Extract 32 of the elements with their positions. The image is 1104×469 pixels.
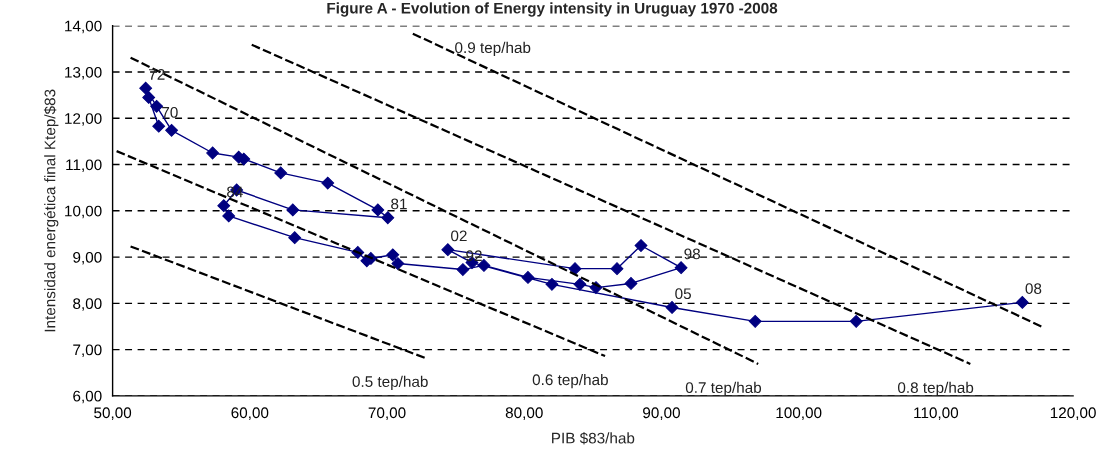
x-tick-label: 90,00 bbox=[643, 407, 680, 420]
chart-title: Figure A - Evolution of Energy intensity in Uruguay 1970 -2008 bbox=[327, 2, 778, 17]
y-axis-title: Intensidad energética final Ktep/$83 bbox=[43, 89, 59, 332]
annotation: 08 bbox=[1025, 283, 1042, 294]
y-tick-label: 7,00 bbox=[73, 344, 102, 358]
y-tick-label: 6,00 bbox=[73, 390, 102, 404]
series-label: 0.8 tep/hab bbox=[897, 381, 974, 397]
y-tick-label: 8,00 bbox=[73, 298, 102, 311]
x-tick-label: 50,00 bbox=[94, 407, 132, 420]
annotation: 98 bbox=[684, 248, 701, 260]
y-tick-label: 9,00 bbox=[73, 251, 102, 265]
annotation: 02 bbox=[451, 230, 467, 242]
y-tick-label: 14,00 bbox=[65, 20, 102, 34]
x-tick-label: 80,00 bbox=[505, 407, 543, 420]
series-label: 0.5 tep/hab bbox=[352, 375, 428, 391]
series-label: 0.7 tep/hab bbox=[685, 381, 762, 397]
y-tick-label: 11,00 bbox=[66, 159, 102, 173]
x-tick-label: 70,00 bbox=[368, 407, 406, 420]
x-tick-label: 60,00 bbox=[231, 407, 269, 420]
annotation: 92 bbox=[466, 250, 482, 262]
x-tick-label: 110,00 bbox=[914, 407, 959, 420]
series-label: 0.9 tep/hab bbox=[455, 41, 531, 57]
y-tick-label: 12,00 bbox=[65, 113, 102, 126]
series-label: 0.6 tep/hab bbox=[532, 373, 608, 389]
annotation: 70 bbox=[162, 106, 178, 118]
y-tick-label: 10,00 bbox=[65, 205, 102, 219]
x-tick-label: 100,00 bbox=[776, 407, 822, 420]
x-tick-label: 120,00 bbox=[1050, 407, 1096, 420]
y-tick-label: 13,00 bbox=[65, 66, 102, 80]
x-axis-title: PIB $83/hab bbox=[552, 432, 635, 445]
annotation: 05 bbox=[675, 288, 691, 300]
annotation: 81 bbox=[391, 198, 407, 210]
